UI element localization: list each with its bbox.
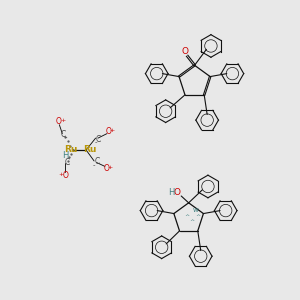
Text: H: H <box>62 151 68 160</box>
Text: ^: ^ <box>189 219 194 224</box>
Text: C: C <box>61 130 66 139</box>
Text: ^: ^ <box>196 214 201 219</box>
Text: C: C <box>64 158 70 167</box>
Text: +: + <box>59 172 64 177</box>
Text: +: + <box>110 128 115 133</box>
Text: H: H <box>169 188 175 196</box>
Text: O: O <box>173 188 180 197</box>
Text: -: - <box>93 162 95 168</box>
Text: O: O <box>106 128 112 136</box>
Text: +: + <box>107 165 113 170</box>
Text: O: O <box>63 171 68 180</box>
Text: +: + <box>61 118 66 123</box>
Text: -: - <box>94 139 97 145</box>
Text: w: w <box>192 207 198 213</box>
Text: Ru: Ru <box>83 145 96 154</box>
Text: C: C <box>94 157 99 166</box>
Text: O: O <box>181 47 188 56</box>
Text: ^: ^ <box>184 214 190 219</box>
Text: C: C <box>96 134 101 143</box>
Text: O: O <box>104 164 110 172</box>
Text: -: - <box>65 134 68 140</box>
Text: Ru: Ru <box>64 145 78 154</box>
Text: O: O <box>56 117 62 126</box>
